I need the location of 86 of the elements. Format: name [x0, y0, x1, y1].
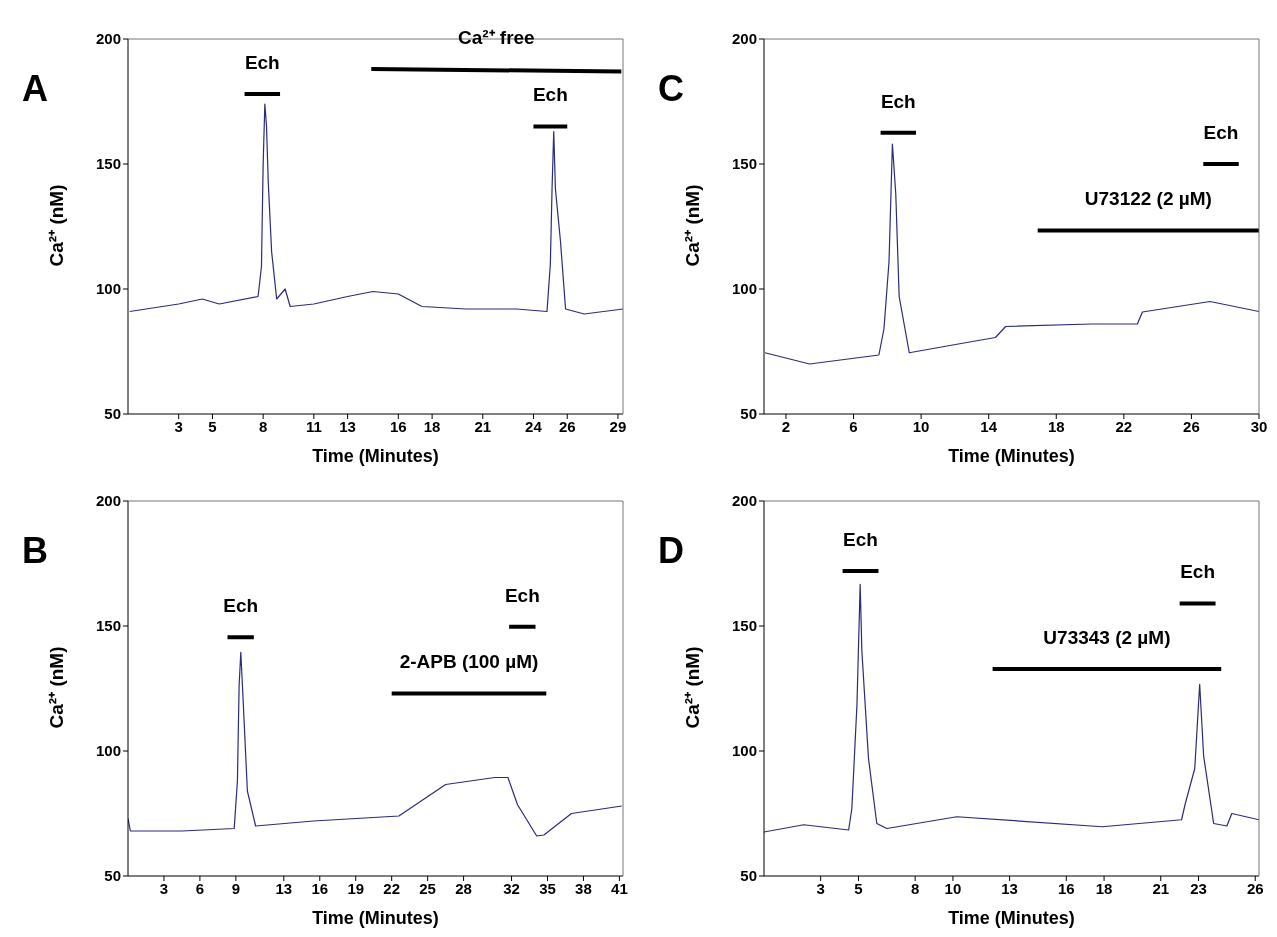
- x-tick-label: 9: [231, 879, 241, 897]
- x-tick-label: 6: [195, 879, 205, 897]
- x-tick-label: 18: [423, 417, 441, 435]
- x-tick-label: 5: [208, 417, 217, 435]
- text: B: [22, 530, 48, 572]
- x-tick-label: 5: [854, 879, 863, 897]
- x-tick-label: 8: [258, 417, 268, 435]
- y-axis-title: Ca²⁺ (nM): [681, 646, 703, 729]
- y-tick-label: 200: [731, 492, 757, 510]
- y-axis-title: Ca²⁺ (nM): [45, 184, 67, 267]
- x-axis-title: Time (Minutes): [948, 908, 1075, 928]
- y-tick-label: 100: [731, 742, 757, 760]
- x-tick-label: 13: [339, 417, 356, 435]
- x-tick-label: 13: [275, 879, 293, 897]
- annotation: Ech: [843, 528, 878, 550]
- annotation: Ech: [1203, 121, 1239, 143]
- x-tick-label: 2: [781, 417, 791, 435]
- text: D: [658, 530, 684, 572]
- x-tick-label: 22: [1115, 417, 1133, 435]
- x-tick-label: 3: [159, 879, 169, 897]
- y-tick-label: 100: [95, 742, 121, 760]
- annotation: 2-APB (100 µM): [399, 651, 539, 673]
- annotation: Ech: [532, 84, 568, 106]
- y-tick-label: 50: [104, 867, 121, 885]
- x-tick-label: 21: [1152, 879, 1170, 897]
- line-series: [128, 651, 623, 837]
- y-tick-label: 150: [731, 155, 757, 173]
- y-tick-label: 200: [95, 30, 121, 48]
- y-axis-title: Ca²⁺ (nM): [45, 646, 67, 729]
- x-tick-label: 35: [539, 879, 556, 897]
- x-tick-label: 16: [311, 879, 329, 897]
- annotation: Ech: [1180, 561, 1216, 583]
- annotation: Ech: [880, 90, 916, 112]
- x-tick-label: 18: [1095, 879, 1113, 897]
- y-tick-label: 50: [740, 867, 757, 885]
- line-series: [764, 143, 1259, 365]
- x-tick-label: 16: [1057, 879, 1075, 897]
- line-series: [764, 583, 1259, 833]
- y-tick-label: 150: [95, 617, 121, 635]
- x-tick-label: 11: [305, 417, 322, 435]
- y-tick-label: 150: [95, 155, 121, 173]
- x-axis-title: Time (Minutes): [948, 446, 1075, 466]
- x-tick-label: 22: [383, 879, 401, 897]
- annotation: U73343 (2 µM): [1043, 626, 1171, 648]
- x-tick-label: 32: [503, 879, 520, 897]
- x-tick-label: 14: [980, 417, 998, 435]
- x-tick-label: 26: [1183, 417, 1200, 435]
- text: A: [22, 68, 48, 110]
- x-tick-label: 21: [474, 417, 492, 435]
- x-tick-label: 13: [1001, 879, 1018, 897]
- x-tick-label: 23: [1190, 879, 1207, 897]
- y-tick-label: 50: [740, 405, 757, 423]
- x-tick-label: 10: [912, 417, 930, 435]
- x-tick-label: 3: [174, 417, 183, 435]
- x-tick-label: 38: [575, 879, 592, 897]
- x-tick-label: 41: [611, 879, 628, 897]
- x-tick-label: 6: [849, 417, 858, 435]
- x-tick-label: 19: [347, 879, 365, 897]
- x-tick-label: 24: [525, 417, 543, 435]
- y-axis-title: Ca²⁺ (nM): [681, 184, 703, 267]
- y-tick-label: 200: [731, 30, 757, 48]
- annotation: Ech: [223, 595, 259, 617]
- y-tick-label: 100: [95, 280, 121, 298]
- text: C: [658, 68, 684, 110]
- x-tick-label: 28: [455, 879, 472, 897]
- y-tick-label: 50: [104, 405, 121, 423]
- x-tick-label: 30: [1250, 417, 1268, 435]
- x-tick-label: 3: [816, 879, 825, 897]
- x-tick-label: 29: [609, 417, 627, 435]
- line-series: [129, 103, 623, 315]
- annotation: Ca²⁺ free: [457, 26, 535, 48]
- y-tick-label: 200: [95, 492, 121, 510]
- x-tick-label: 8: [910, 879, 920, 897]
- x-tick-label: 25: [419, 879, 436, 897]
- y-tick-label: 100: [731, 280, 757, 298]
- x-axis-title: Time (Minutes): [312, 908, 439, 928]
- x-tick-label: 10: [944, 879, 962, 897]
- y-tick-label: 150: [731, 617, 757, 635]
- annotation: Ech: [244, 51, 280, 73]
- x-axis-title: Time (Minutes): [312, 446, 439, 466]
- annotation: U73122 (2 µM): [1084, 188, 1212, 210]
- x-tick-label: 26: [558, 417, 576, 435]
- x-tick-label: 18: [1047, 417, 1065, 435]
- x-tick-label: 26: [1246, 879, 1264, 897]
- annotation: Ech: [504, 584, 540, 606]
- x-tick-label: 16: [389, 417, 407, 435]
